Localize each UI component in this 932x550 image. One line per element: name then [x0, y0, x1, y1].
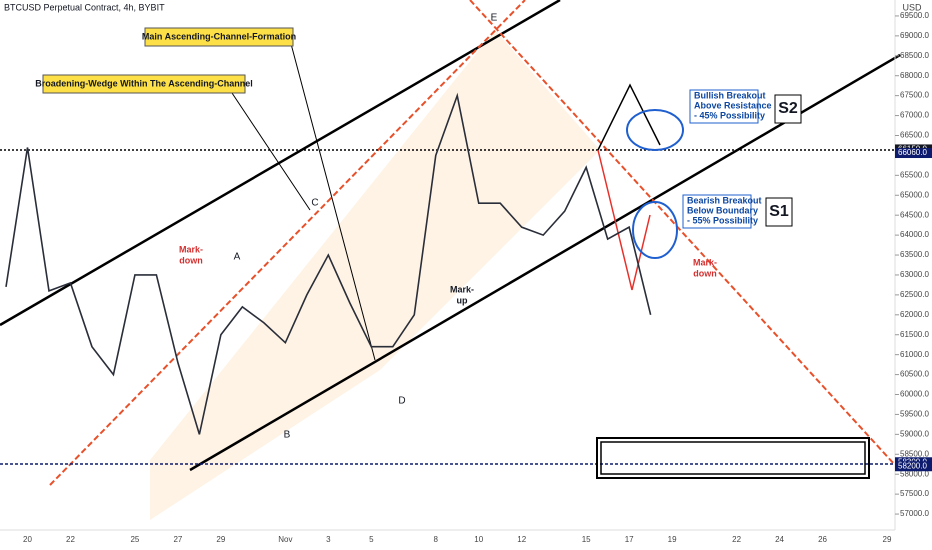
annotation: Above Resistance	[694, 100, 772, 110]
x-tick-label: 24	[775, 535, 784, 544]
y-tick-label: 69000.0	[900, 31, 929, 40]
label-box	[774, 94, 802, 124]
y-tick-label: 61000.0	[900, 350, 929, 359]
x-tick-label: 19	[668, 535, 677, 544]
x-tick-label: 8	[434, 535, 439, 544]
wedge-area	[150, 30, 600, 520]
x-tick-label: 17	[625, 535, 634, 544]
x-tick-label: 25	[130, 535, 139, 544]
support-label: S1	[769, 203, 789, 220]
target-box	[596, 437, 870, 479]
price-marker-label: 66060.0	[898, 148, 927, 157]
annotation: down	[179, 255, 203, 265]
y-tick-label: 67000.0	[900, 111, 929, 120]
projection	[597, 83, 661, 151]
x-tick-label: 22	[732, 535, 741, 544]
callout-box	[144, 27, 294, 47]
channel-lower	[189, 53, 901, 472]
annotation: Mark-	[693, 257, 717, 267]
callout-box	[682, 194, 752, 229]
annotation: Broadening-Wedge Within The Ascending-Ch…	[35, 78, 252, 88]
annotation: - 55% Possibility	[687, 215, 758, 225]
x-tick-label: 3	[326, 535, 331, 544]
point-label: A	[234, 252, 241, 263]
y-tick-label: 60000.0	[900, 390, 929, 399]
highlight-circle	[626, 109, 684, 151]
annotation: down	[693, 268, 717, 278]
price-marker-label: 58200.0	[898, 461, 927, 470]
resistance-label: S2	[778, 100, 798, 117]
annotation: Mark-	[450, 284, 474, 294]
header: BTCUSD Perpetual Contract, 4h, BYBIT	[4, 2, 165, 12]
y-tick-label: 65500.0	[900, 170, 929, 179]
x-tick-label: 15	[582, 535, 591, 544]
highlight-circle	[632, 201, 678, 259]
price-marker	[895, 148, 932, 159]
x-tick-label: Nov	[278, 535, 292, 544]
y-tick-label: 67500.0	[900, 91, 929, 100]
annotation: Below Boundary	[687, 205, 758, 215]
point-label: E	[491, 13, 498, 24]
x-tick-label: 5	[369, 535, 374, 544]
y-tick-label: 64000.0	[900, 230, 929, 239]
y-tick-label: 59000.0	[900, 429, 929, 438]
y-tick-label: 58500.0	[900, 449, 929, 458]
y-tick-label: 65000.0	[900, 190, 929, 199]
y-tick-label: 60500.0	[900, 370, 929, 379]
y-tick-label: 69500.0	[900, 11, 929, 20]
annotation: Mark-	[179, 244, 203, 254]
annotation: Bullish Breakout	[694, 90, 766, 100]
x-tick-label: 12	[517, 535, 526, 544]
y-tick-label: 63500.0	[900, 250, 929, 259]
y-tick-label: 66500.0	[900, 131, 929, 140]
point-label: C	[311, 198, 318, 209]
y-tick-label: 61500.0	[900, 330, 929, 339]
resistance-line	[469, 0, 896, 466]
currency: USD	[902, 2, 922, 12]
annotation: up	[457, 295, 468, 305]
point-label: B	[284, 430, 291, 441]
y-tick-label: 57500.0	[900, 489, 929, 498]
y-tick-label: 59500.0	[900, 410, 929, 419]
annotation: Bearish Breakout	[687, 195, 762, 205]
y-tick-label: 68500.0	[900, 51, 929, 60]
x-tick-label: 27	[173, 535, 182, 544]
callout-box	[42, 74, 246, 94]
channel-upper	[0, 0, 561, 327]
wedge-upper	[49, 0, 526, 486]
y-tick-label: 62000.0	[900, 310, 929, 319]
y-tick-label: 57000.0	[900, 509, 929, 518]
x-tick-label: 29	[883, 535, 892, 544]
annotation: Main Ascending-Channel-Formation	[142, 31, 296, 41]
y-tick-label: 63000.0	[900, 270, 929, 279]
y-tick-label: 58000.0	[900, 469, 929, 478]
annotation: - 45% Possibility	[694, 110, 765, 120]
callout-box	[689, 89, 759, 124]
point-label: D	[398, 396, 405, 407]
y-tick-label: 64500.0	[900, 210, 929, 219]
x-tick-label: 20	[23, 535, 32, 544]
target-box	[600, 441, 866, 475]
x-tick-label: 10	[474, 535, 483, 544]
x-tick-label: 22	[66, 535, 75, 544]
label-box	[765, 197, 793, 227]
y-tick-label: 62500.0	[900, 290, 929, 299]
x-tick-label: 26	[818, 535, 827, 544]
callout-pointer	[229, 89, 311, 211]
y-tick-label: 68000.0	[900, 71, 929, 80]
callout-pointer	[289, 39, 376, 361]
x-tick-label: 29	[216, 535, 225, 544]
price-line	[5, 92, 652, 435]
price-marker	[895, 461, 932, 472]
